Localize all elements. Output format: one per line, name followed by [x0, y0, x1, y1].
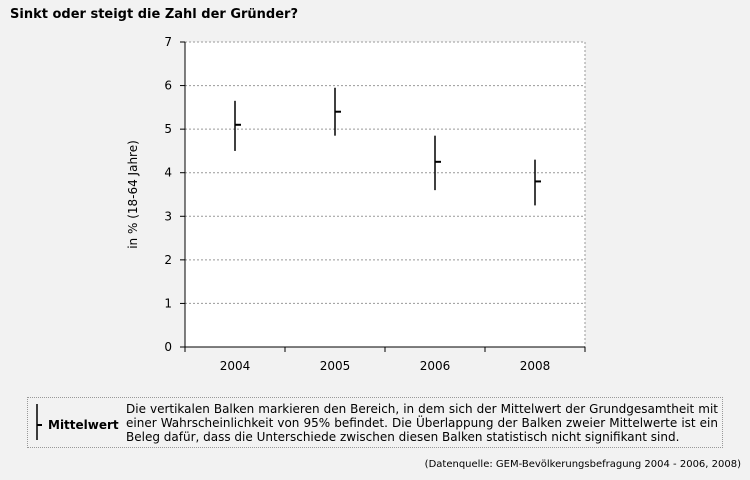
- y-tick-label: 4: [164, 166, 172, 180]
- y-tick-label: 3: [164, 209, 172, 223]
- chart-title: Sinkt oder steigt die Zahl der Gründer?: [10, 7, 298, 22]
- y-tick-label: 6: [164, 79, 172, 93]
- y-tick-label: 2: [164, 253, 172, 267]
- y-tick-label: 5: [164, 122, 172, 136]
- legend-mean-label: Mittelwert: [48, 418, 119, 432]
- plot-background: [185, 42, 585, 347]
- x-tick-label: 2005: [320, 359, 351, 373]
- y-tick-label: 7: [164, 35, 172, 49]
- y-tick-label: 1: [164, 296, 172, 310]
- y-axis-label: in % (18-64 Jahre): [126, 140, 140, 249]
- legend-box: Mittelwert Die vertikalen Balken markier…: [27, 397, 723, 448]
- x-tick-label: 2008: [520, 359, 551, 373]
- legend-description: Die vertikalen Balken markieren den Bere…: [126, 402, 718, 444]
- x-tick-label: 2006: [420, 359, 451, 373]
- y-tick-label: 0: [164, 340, 172, 354]
- chart-area: 0 1 2 3 4 5 6 7 2004 2005 2006 2008 in % (18-64 Jahr…: [126, 35, 586, 373]
- x-tick-label: 2004: [220, 359, 251, 373]
- source-note: (Datenquelle: GEM-Bevölkerungsbefragung …: [424, 459, 741, 470]
- mean-symbol-icon: [36, 404, 42, 440]
